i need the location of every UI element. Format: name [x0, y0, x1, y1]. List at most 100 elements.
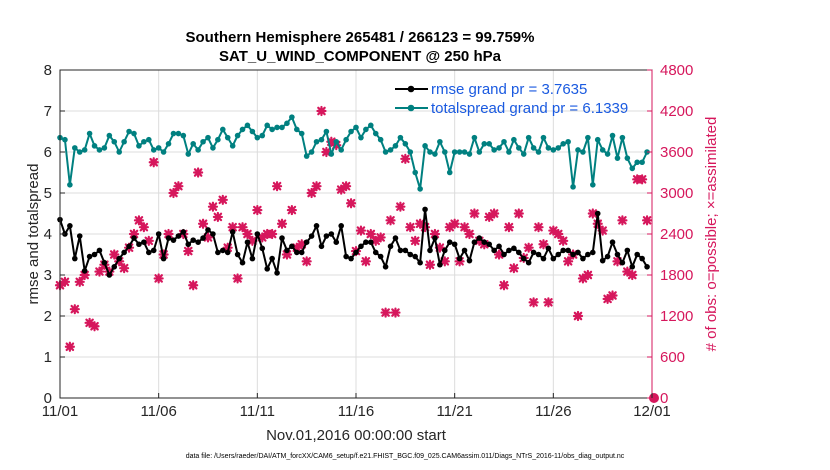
- rmse-point: [101, 259, 108, 266]
- rmse-point: [590, 249, 596, 256]
- totalspread-point: [274, 124, 280, 131]
- obs-point: [553, 228, 564, 240]
- totalspread-point: [175, 130, 182, 137]
- totalspread-point: [392, 143, 399, 149]
- obs-point: [365, 228, 376, 240]
- obs-point: [459, 222, 470, 233]
- obs-point: [331, 140, 342, 151]
- rmse-point: [91, 251, 98, 258]
- obs-point: [577, 273, 589, 284]
- totalspread-point: [387, 147, 394, 153]
- totalspread-point: [506, 149, 512, 155]
- left-tick-label: 3: [44, 267, 52, 284]
- legend-rmse-label: rmse grand pr = 3.7635: [431, 81, 587, 98]
- totalspread-point: [451, 149, 458, 155]
- right-tick-label: 1200: [660, 308, 693, 325]
- totalspread-point: [106, 132, 113, 139]
- totalspread-point: [62, 136, 68, 143]
- rmse-point: [220, 247, 226, 254]
- obs-point: [612, 256, 623, 267]
- obs-point: [597, 225, 608, 236]
- obs-point: [395, 201, 406, 212]
- rmse-point: [298, 249, 305, 256]
- totalspread-point: [259, 132, 266, 139]
- rmse-point: [585, 251, 591, 258]
- totalspread-point: [476, 149, 483, 155]
- totalspread-point: [372, 130, 379, 137]
- rmse-point: [535, 251, 542, 258]
- obs-point: [109, 249, 120, 260]
- totalspread-point: [101, 145, 108, 151]
- totalspread-point: [437, 138, 443, 145]
- rmse-point: [392, 235, 399, 241]
- obs-point: [143, 235, 154, 246]
- rmse-point: [570, 251, 576, 258]
- rmse-point: [121, 249, 127, 256]
- obs-point: [197, 218, 209, 229]
- rmse-point: [624, 247, 631, 254]
- rmse-point: [377, 253, 384, 260]
- rmse-point: [407, 251, 414, 258]
- totalspread-point: [555, 145, 562, 151]
- rmse-point: [639, 255, 645, 262]
- obs-point: [237, 222, 248, 233]
- totalspread-point: [254, 134, 261, 141]
- rmse-point: [175, 233, 182, 239]
- totalspread-point: [155, 145, 162, 151]
- rmse-point: [560, 247, 566, 254]
- rmse-point: [368, 239, 374, 245]
- totalspread-point: [368, 122, 374, 129]
- totalspread-point: [550, 147, 557, 153]
- y2-axis-label: # of obs: o=possible; ×=assimilated: [703, 117, 720, 352]
- x-tick-label: 11/06: [140, 403, 176, 420]
- rmse-point: [599, 257, 606, 264]
- obs-point: [84, 317, 95, 328]
- rmse-point: [180, 229, 187, 235]
- rmse-point: [76, 233, 83, 239]
- rmse-point: [575, 249, 581, 256]
- obs-point: [533, 222, 544, 233]
- totalspread-point: [180, 132, 187, 139]
- totalspread-point: [200, 138, 206, 145]
- rmse-point: [461, 247, 468, 254]
- totalspread-point: [210, 145, 216, 151]
- rmse-point: [106, 272, 113, 278]
- rmse-point: [259, 245, 266, 252]
- x-tick-label: 11/16: [338, 403, 374, 420]
- totalspread-point: [284, 120, 290, 127]
- rmse-point: [609, 239, 616, 245]
- rmse-point: [254, 231, 261, 237]
- totalspread-point: [160, 149, 167, 155]
- totalspread-series: [57, 114, 650, 192]
- rmse-point: [146, 249, 152, 256]
- totalspread-point: [298, 130, 305, 137]
- obs-point: [148, 157, 159, 168]
- rmse-point: [412, 253, 419, 260]
- left-tick-label: 5: [44, 185, 52, 202]
- obs-point: [286, 204, 297, 216]
- totalspread-point: [269, 126, 275, 133]
- obs-point: [267, 228, 278, 240]
- totalspread-point: [170, 130, 177, 137]
- rmse-point: [279, 235, 285, 241]
- obs-point: [301, 256, 312, 267]
- obs-point: [641, 215, 653, 226]
- totalspread-point: [520, 151, 527, 157]
- rmse-point: [131, 235, 137, 241]
- totalspread-point: [239, 126, 246, 133]
- x-tick-label: 11/26: [535, 403, 571, 420]
- totalspread-point: [575, 147, 581, 153]
- rmse-point: [629, 264, 636, 270]
- rmse-point: [614, 251, 621, 258]
- obs-point: [306, 187, 317, 199]
- totalspread-point: [590, 182, 596, 188]
- totalspread-point: [540, 134, 547, 141]
- obs-point: [370, 235, 381, 246]
- obs-point: [188, 280, 199, 291]
- totalspread-point: [525, 134, 532, 141]
- rmse-point: [116, 255, 122, 262]
- rmse-point: [476, 235, 483, 241]
- right-tick-label: 3000: [660, 185, 693, 202]
- obs-point: [400, 153, 411, 164]
- totalspread-point: [585, 134, 591, 141]
